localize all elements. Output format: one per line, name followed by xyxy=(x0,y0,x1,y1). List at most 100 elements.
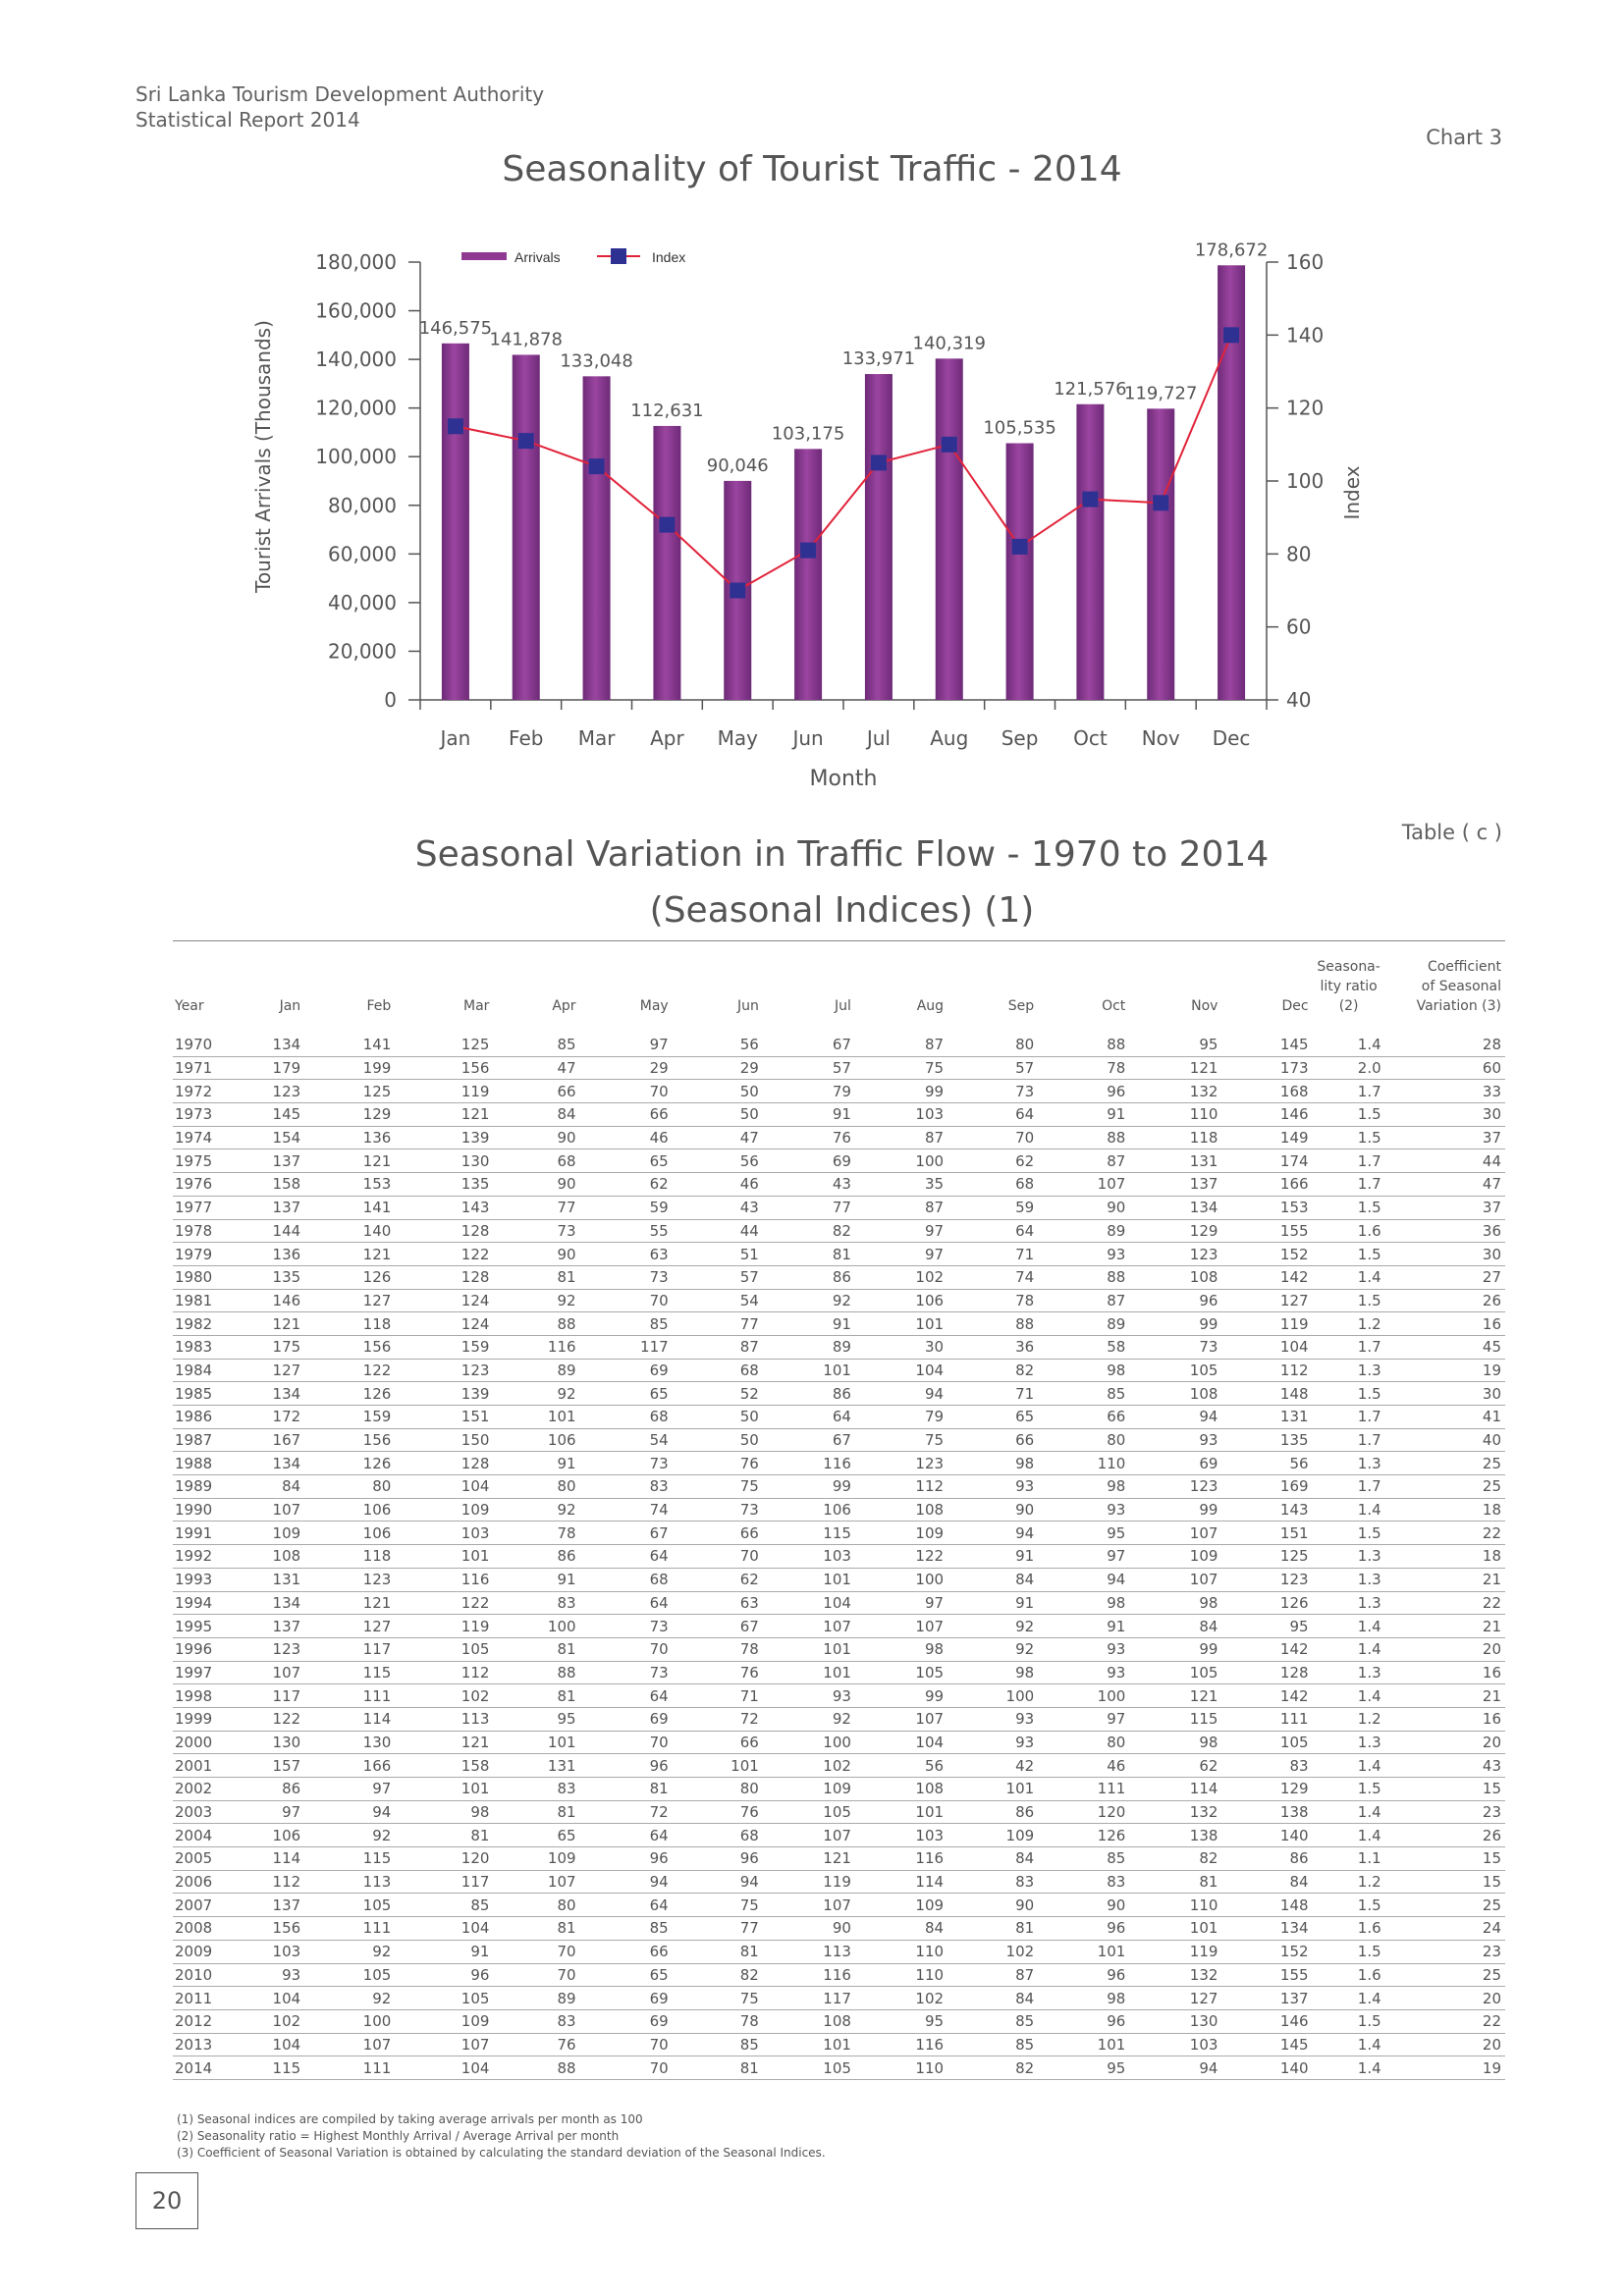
table-cell: 98 xyxy=(395,1800,494,1825)
table-cell: 92 xyxy=(304,1986,396,2010)
table-cell: 87 xyxy=(672,1335,763,1360)
x-tick-label: Jan xyxy=(438,726,470,750)
table-cell: 95 xyxy=(493,1707,580,1732)
table-cell: 140 xyxy=(1221,2056,1313,2080)
table-cell: 1.7 xyxy=(1312,1148,1385,1174)
table-cell: 125 xyxy=(304,1079,396,1104)
table-cell: 121 xyxy=(1129,1683,1222,1708)
table-cell: 102 xyxy=(947,1940,1039,1964)
table-row: 1996 123 117 105 81 70 78 101 98 92 93 99 142 1.4 20 xyxy=(173,1637,1505,1662)
table-cell: 28 xyxy=(1384,1034,1505,1057)
table-cell: 121 xyxy=(224,1311,305,1336)
table-cell: 104 xyxy=(395,1916,494,1941)
table-cell: 1.3 xyxy=(1312,1359,1385,1383)
table-cell: 129 xyxy=(1129,1219,1222,1244)
table-cell: 128 xyxy=(1221,1661,1313,1685)
table-cell: 21 xyxy=(1384,1683,1505,1708)
table-cell: 89 xyxy=(493,1986,580,2010)
table-cell: 116 xyxy=(854,2033,948,2057)
x-tick-label: Dec xyxy=(1213,726,1251,750)
table-cell: 1.4 xyxy=(1312,1614,1385,1638)
table-cell: 113 xyxy=(395,1707,494,1732)
table-cell: 1.4 xyxy=(1312,1265,1385,1290)
x-tick-label: Apr xyxy=(650,726,684,750)
table-cell: 72 xyxy=(672,1707,763,1732)
table-cell: 1.3 xyxy=(1312,1661,1385,1685)
table-cell: 69 xyxy=(579,1986,673,2010)
table-cell: 128 xyxy=(395,1265,494,1290)
table-cell: 85 xyxy=(1038,1381,1130,1406)
bar-arrivals xyxy=(935,358,963,700)
table-cell: 81 xyxy=(1129,1870,1222,1895)
table-cell: 99 xyxy=(1129,1637,1222,1662)
table-cell: 76 xyxy=(672,1800,763,1825)
table-row: 1989 84 80 104 80 83 75 99 112 93 98 123 169 1.7 25 xyxy=(173,1474,1505,1499)
table-cell: 67 xyxy=(762,1034,855,1057)
table-cell: 127 xyxy=(1221,1289,1313,1313)
table-cell: 73 xyxy=(579,1661,673,1685)
table-cell: 100 xyxy=(1038,1683,1130,1708)
table-cell: 136 xyxy=(224,1242,305,1266)
col-header: Jan xyxy=(224,940,305,1024)
table-cell: 98 xyxy=(1038,1986,1130,2010)
table-cell: 137 xyxy=(224,1614,305,1638)
table-row: 1990 107 106 109 92 74 73 106 108 90 93 99 143 1.4 18 xyxy=(173,1498,1505,1522)
table-cell: 51 xyxy=(672,1242,763,1266)
table-cell: 106 xyxy=(854,1289,948,1313)
table-cell: 105 xyxy=(395,1637,494,1662)
table-cell: 47 xyxy=(1384,1172,1505,1197)
table-cell: 168 xyxy=(1221,1079,1313,1104)
table-cell: 86 xyxy=(762,1265,855,1290)
table-cell: 80 xyxy=(493,1893,580,1918)
table-cell: 20 xyxy=(1384,2033,1505,2057)
table-cell: 116 xyxy=(493,1335,580,1360)
table-cell: 73 xyxy=(579,1614,673,1638)
table-cell: 84 xyxy=(947,1568,1039,1592)
table-cell: 123 xyxy=(854,1451,948,1476)
table-cell: 98 xyxy=(947,1661,1039,1685)
table-cell: 89 xyxy=(1038,1311,1130,1336)
table-cell: 108 xyxy=(1129,1265,1222,1290)
table-cell: 148 xyxy=(1221,1893,1313,1918)
table-cell: 81 xyxy=(493,1637,580,1662)
table-cell: 106 xyxy=(493,1428,580,1453)
table-cell: 100 xyxy=(762,1731,855,1755)
table-cell: 76 xyxy=(762,1126,855,1150)
table-cell: 83 xyxy=(1221,1753,1313,1778)
table-cell: 1.7 xyxy=(1312,1405,1385,1429)
table-cell: 126 xyxy=(304,1451,396,1476)
table-cell: 105 xyxy=(762,1800,855,1825)
table-cell: 104 xyxy=(395,2056,494,2080)
table-cell: 50 xyxy=(672,1405,763,1429)
table-cell: 88 xyxy=(1038,1034,1130,1057)
table-row: 1973 145 129 121 84 66 50 91 103 64 91 110 146 1.5 30 xyxy=(173,1102,1505,1127)
table-cell: 22 xyxy=(1384,1591,1505,1616)
table-cell: 154 xyxy=(224,1126,305,1150)
table-cell: 137 xyxy=(224,1893,305,1918)
table-cell: 73 xyxy=(947,1079,1039,1104)
table-cell: 74 xyxy=(579,1498,673,1522)
table-cell: 95 xyxy=(854,2009,948,2034)
table-row: 1977 137 141 143 77 59 43 77 87 59 90 134 153 1.5 37 xyxy=(173,1196,1505,1220)
table-cell: 96 xyxy=(1038,2009,1130,2034)
table-cell: 66 xyxy=(672,1521,763,1546)
table-cell: 96 xyxy=(1038,1963,1130,1988)
table-cell: 37 xyxy=(1384,1126,1505,1150)
col-header: May xyxy=(579,940,673,1024)
table-cell: 62 xyxy=(947,1148,1039,1174)
table-cell: 113 xyxy=(762,1940,855,1964)
table-cell: 43 xyxy=(672,1196,763,1220)
table-cell: 101 xyxy=(395,1777,494,1801)
y2-tick-label: 160 xyxy=(1286,250,1324,274)
table-cell: 101 xyxy=(854,1311,948,1336)
table-cell: 70 xyxy=(493,1940,580,1964)
year-cell: 2012 xyxy=(173,2009,225,2034)
table-cell: 103 xyxy=(224,1940,305,1964)
table-cell: 129 xyxy=(1221,1777,1313,1801)
table-cell: 108 xyxy=(1129,1381,1222,1406)
table-cell: 158 xyxy=(395,1753,494,1778)
table-cell: 1.5 xyxy=(1312,1126,1385,1150)
table-cell: 75 xyxy=(854,1056,948,1081)
table-cell: 107 xyxy=(854,1614,948,1638)
table-row: 1999 122 114 113 95 69 72 92 107 93 97 115 111 1.2 16 xyxy=(173,1707,1505,1732)
